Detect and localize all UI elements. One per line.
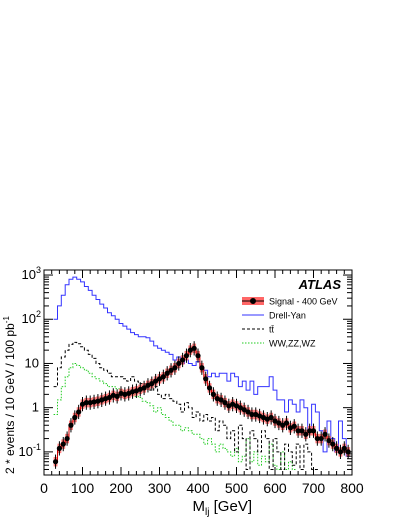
signal-point	[72, 414, 78, 421]
signal-point	[318, 435, 324, 442]
signal-point	[283, 420, 290, 426]
y-axis-label-text: 2 * events / 10 GeV / 100 pb	[3, 323, 17, 474]
signal-point	[268, 414, 274, 421]
signal-point	[203, 376, 209, 382]
signal-point	[180, 357, 186, 363]
y-tick-label: 10-1	[19, 442, 41, 459]
signal-point	[87, 400, 93, 406]
y-axis-label-sup: -1	[2, 316, 11, 324]
signal-point	[52, 459, 59, 465]
signal-point	[164, 370, 170, 376]
x-tick-label: 200	[109, 480, 133, 496]
x-tick-label: 400	[186, 480, 210, 496]
legend-entry: tt̄	[242, 325, 275, 335]
x-axis-label-main: M	[193, 498, 206, 515]
signal-point	[160, 374, 166, 380]
series-ww-zz-wz-line	[53, 363, 297, 470]
y-tick-label: 1	[32, 400, 39, 415]
signal-point	[341, 445, 347, 451]
signal-point	[195, 353, 201, 359]
signal-point	[206, 385, 213, 391]
signal-point	[76, 409, 82, 415]
x-tick-label: 100	[71, 480, 95, 496]
signal-point	[337, 449, 344, 455]
signal-point	[210, 391, 216, 397]
series-layer	[52, 276, 351, 470]
signal-point	[141, 385, 147, 391]
y-tick-label: 10	[25, 355, 39, 370]
axes-layer: 0 100 200 300 400 500 600 700 800 10-1 1 10 102 103	[19, 265, 364, 496]
signal-point	[249, 411, 255, 418]
x-tick-label: 500	[225, 480, 249, 496]
x-tick-label: 600	[263, 480, 287, 496]
signal-point	[172, 365, 178, 371]
legend-signal-marker	[250, 298, 256, 304]
legend: Signal - 400 GeV Drell-Yan tt̄ WW,ZZ,WZ	[242, 297, 338, 349]
legend-entry: Signal - 400 GeV	[242, 297, 338, 307]
signal-point	[168, 367, 174, 373]
signal-point	[322, 431, 328, 437]
x-tick-label: 0	[40, 480, 48, 496]
signal-point	[303, 431, 309, 437]
legend-label: Signal - 400 GeV	[269, 297, 338, 307]
signal-point	[64, 435, 70, 442]
x-axis-label: Mlj [GeV]	[193, 498, 252, 518]
signal-point	[191, 345, 197, 351]
signal-point	[56, 445, 63, 451]
x-tick-label: 700	[302, 480, 326, 496]
signal-point	[83, 400, 89, 406]
signal-point	[326, 437, 332, 444]
signal-point	[222, 400, 228, 406]
signal-point	[314, 435, 320, 442]
legend-entry: WW,ZZ,WZ	[242, 339, 316, 349]
signal-point	[156, 376, 163, 382]
signal-point	[199, 365, 205, 371]
y-tick-label: 102	[22, 309, 41, 326]
legend-label: tt̄	[269, 325, 275, 335]
x-tick-label: 800	[340, 480, 364, 496]
legend-label: Drell-Yan	[269, 311, 306, 321]
signal-point	[272, 418, 278, 424]
x-axis-label-unit: [GeV]	[209, 498, 252, 515]
signal-point	[276, 420, 282, 426]
x-tick-label: 300	[148, 480, 172, 496]
signal-point	[310, 428, 317, 434]
signal-point	[187, 347, 193, 353]
x-axis-label-sub: lj	[205, 507, 209, 518]
y-tick-label: 103	[22, 265, 41, 282]
signal-point	[330, 441, 336, 447]
legend-entry: Drell-Yan	[242, 311, 306, 321]
signal-point	[241, 407, 247, 413]
chart-title: ATLAS	[298, 277, 342, 292]
signal-point	[68, 422, 74, 428]
signal-point	[280, 422, 286, 428]
signal-point	[334, 445, 340, 451]
signal-point	[218, 397, 224, 403]
signal-point	[295, 428, 301, 434]
legend-label: WW,ZZ,WZ	[269, 339, 316, 349]
signal-point	[176, 360, 182, 367]
signal-point	[183, 353, 190, 359]
signal-point	[153, 378, 159, 384]
signal-point	[291, 423, 297, 429]
signal-point	[237, 405, 243, 411]
signal-point	[114, 393, 120, 399]
signal-point	[106, 394, 113, 401]
signal-point	[299, 428, 305, 434]
signal-point	[307, 428, 313, 434]
signal-point	[233, 403, 240, 409]
signal-point	[149, 381, 155, 387]
signal-point	[245, 409, 251, 415]
signal-point	[91, 399, 97, 405]
y-axis-label: 2 * events / 10 GeV / 100 pb-1	[2, 316, 17, 474]
signal-point	[60, 441, 66, 447]
